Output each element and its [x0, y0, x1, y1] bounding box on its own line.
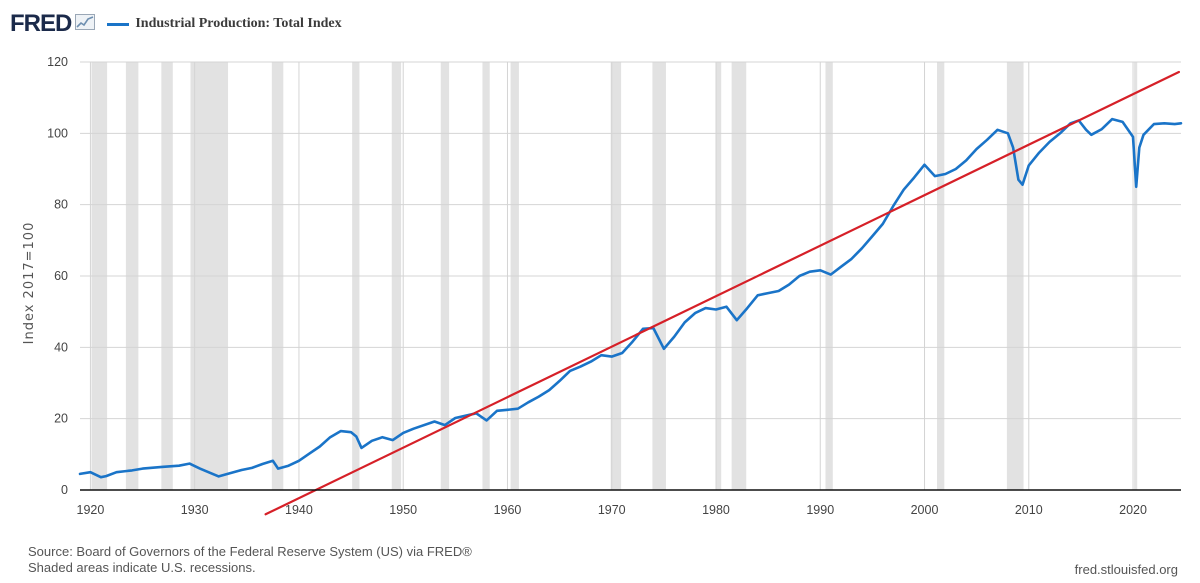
recession-note: Shaded areas indicate U.S. recessions.: [28, 560, 256, 575]
y-axis-label: Index 2017=100: [22, 222, 37, 345]
chart-trend-icon: [75, 13, 96, 35]
x-tick-label: 1920: [77, 503, 105, 517]
series: [78, 70, 1183, 516]
x-tick-label: 2000: [911, 503, 939, 517]
footer-source: Source: Board of Governors of the Federa…: [28, 544, 472, 576]
axes: 0 20 40 60 80 100 120 1920 1930 1940 1950 1960 1970 1…: [47, 55, 1181, 517]
grid: [80, 61, 1181, 490]
y-tick-label: 0: [61, 483, 68, 497]
trend-line: [264, 70, 1181, 516]
y-tick-label: 120: [47, 55, 68, 69]
y-tick-label: 80: [54, 198, 68, 212]
x-tick-label: 1940: [285, 503, 313, 517]
x-tick-label: 1930: [181, 503, 209, 517]
y-tick-label: 20: [54, 412, 68, 426]
series-line-industrial-production: [78, 117, 1183, 479]
x-tick-label: 1980: [702, 503, 730, 517]
x-tick-label: 2010: [1015, 503, 1043, 517]
legend-label: Industrial Production: Total Index: [135, 16, 342, 31]
x-tick-label: 1960: [494, 503, 522, 517]
x-tick-label: 1950: [389, 503, 417, 517]
y-tick-label: 60: [54, 269, 68, 283]
y-tick-label: 100: [47, 126, 68, 140]
legend[interactable]: Industrial Production: Total Index: [107, 16, 342, 32]
x-tick-label: 1970: [598, 503, 626, 517]
source-text: Source: Board of Governors of the Federa…: [28, 544, 472, 559]
x-tick-label: 2020: [1119, 503, 1147, 517]
y-tick-label: 40: [54, 340, 68, 354]
legend-swatch: [107, 22, 130, 26]
header: FRED Industrial Production: Total Index: [10, 4, 342, 44]
footer-url[interactable]: fred.stlouisfed.org: [1074, 562, 1178, 577]
x-tick-label: 1990: [806, 503, 834, 517]
fred-logo[interactable]: FRED: [10, 10, 72, 37]
